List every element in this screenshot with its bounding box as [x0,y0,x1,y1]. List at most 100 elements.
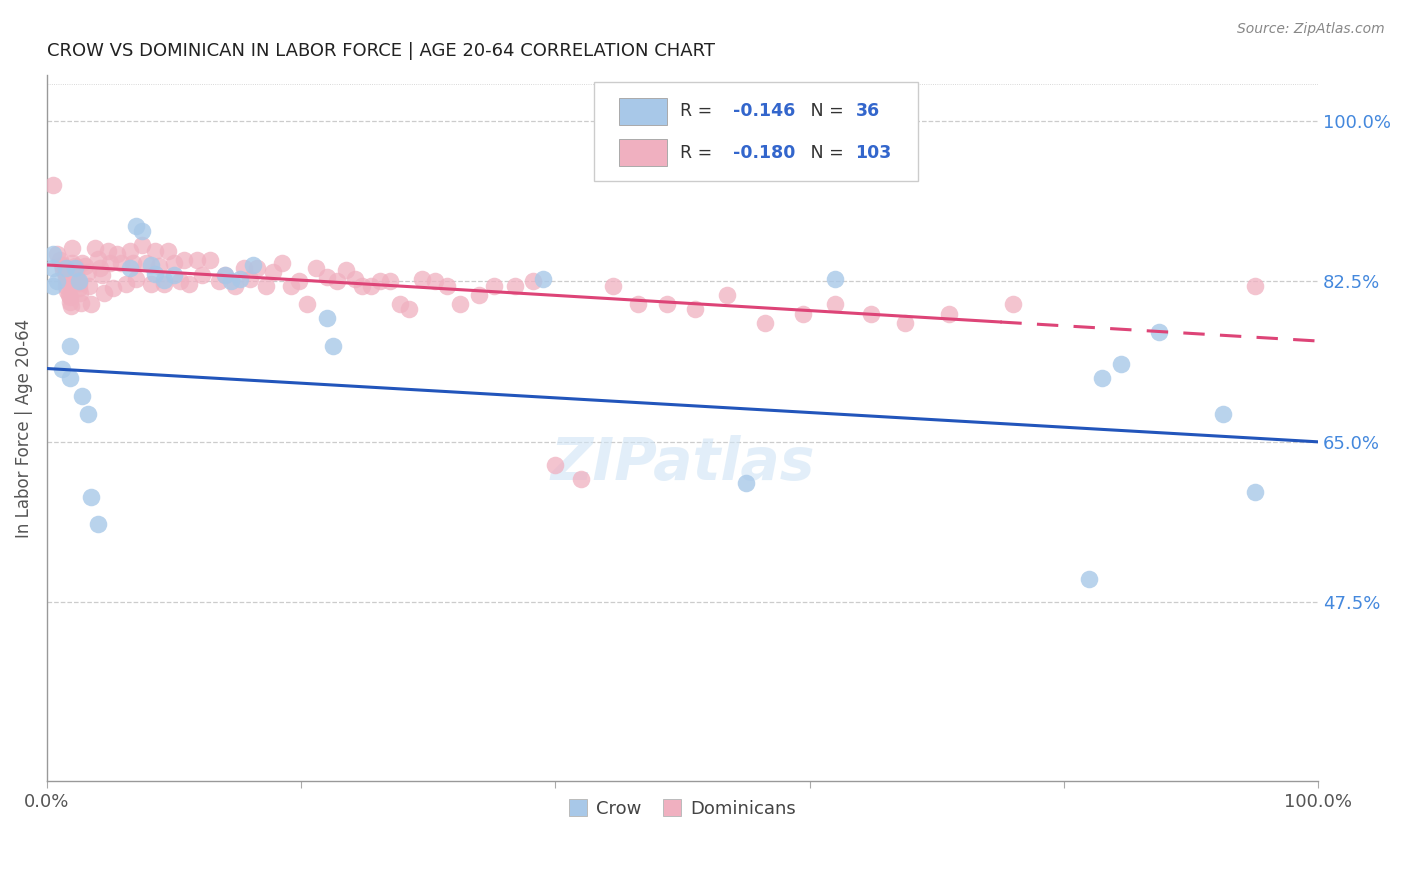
Point [754,316,776,330]
Point [76,265,98,279]
Text: -0.146: -0.146 [734,103,796,120]
Point [938,306,960,320]
Point [76,408,98,422]
Point [52,262,75,277]
Point [59,370,82,384]
Point [125,271,148,285]
Point [305,260,328,275]
Point [531,271,554,285]
Point [80,297,103,311]
Point [232,260,254,275]
FancyBboxPatch shape [593,82,918,181]
Point [423,275,446,289]
Point [792,306,814,320]
Point [1078,572,1101,586]
Point [315,311,337,326]
Point [143,267,166,281]
Point [214,268,236,282]
Point [544,458,567,472]
Point [186,253,208,268]
Point [90,268,112,282]
Point [46,275,69,289]
Point [163,268,186,282]
Point [254,279,277,293]
Point [368,275,391,289]
Point [894,316,917,330]
Point [131,237,153,252]
Point [73,259,96,273]
Point [105,247,128,261]
Point [352,279,374,293]
FancyBboxPatch shape [619,98,668,125]
Point [84,240,107,254]
Point [398,301,420,316]
Point [135,256,157,270]
Text: CROW VS DOMINICAN IN LABOR FORCE | AGE 20-64 CORRELATION CHART: CROW VS DOMINICAN IN LABOR FORCE | AGE 2… [46,42,714,60]
Point [657,297,679,311]
Point [246,260,269,275]
Point [242,258,264,272]
Point [77,279,100,293]
Point [51,258,73,272]
Point [87,252,110,266]
Text: R =: R = [681,144,717,161]
Point [262,265,284,279]
Point [1243,485,1265,500]
Point [46,247,69,261]
Point [297,297,319,311]
Point [449,297,471,311]
Point [51,361,73,376]
Point [100,256,122,270]
Point [42,260,65,275]
Point [389,297,412,311]
Y-axis label: In Labor Force | Age 20-64: In Labor Force | Age 20-64 [15,318,32,538]
Point [229,271,252,285]
Point [148,259,170,273]
Point [55,269,77,284]
Point [59,294,82,309]
Point [280,279,302,293]
Point [139,258,162,272]
Point [153,277,176,292]
Point [60,256,83,270]
Point [60,299,83,313]
Point [198,253,221,268]
Text: R =: R = [681,103,717,120]
Point [72,389,94,403]
Point [179,277,201,292]
Text: ZIPatlas: ZIPatlas [550,435,814,491]
Point [484,279,506,293]
Point [114,277,136,292]
Legend: Crow, Dominicans: Crow, Dominicans [562,792,803,825]
FancyBboxPatch shape [619,139,668,166]
Point [69,286,91,301]
Point [239,271,262,285]
Point [153,272,176,286]
Point [42,247,65,261]
Point [58,288,80,302]
Point [378,275,401,289]
Point [1147,325,1170,339]
Point [89,260,111,275]
Point [163,256,186,270]
Point [80,490,103,504]
Point [569,471,592,485]
Point [72,256,94,270]
Point [67,275,90,289]
Text: 103: 103 [855,144,891,161]
Point [66,271,89,285]
Point [1212,408,1234,422]
Point [627,297,650,311]
Point [143,244,166,259]
Point [287,275,309,289]
Point [411,271,433,285]
Point [1243,279,1265,293]
Point [325,275,347,289]
Point [335,262,357,277]
Point [125,219,148,234]
Point [67,281,90,295]
Point [55,279,77,293]
Point [315,269,337,284]
Point [322,338,344,352]
Point [55,260,77,275]
